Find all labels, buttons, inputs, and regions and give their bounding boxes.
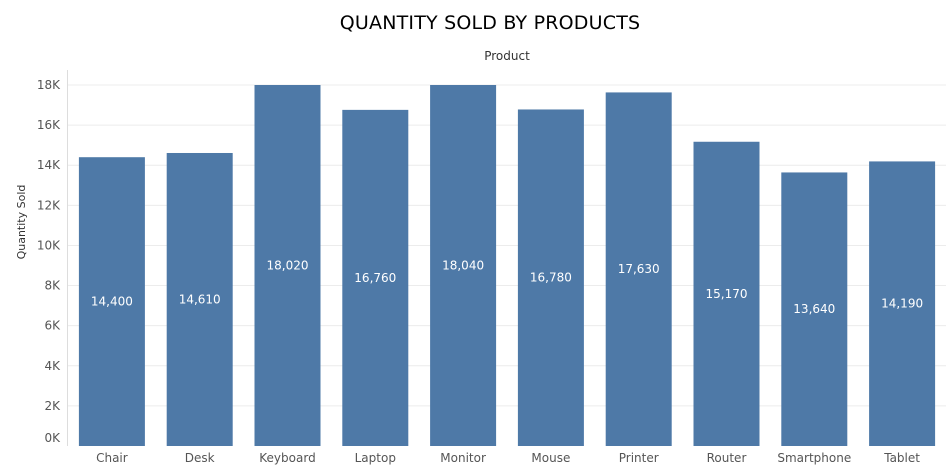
bar-mouse [517, 109, 584, 447]
x-tick-label: Laptop [355, 451, 396, 465]
x-tick-label: Keyboard [259, 451, 315, 465]
bar-desk [166, 152, 233, 446]
y-tick-label: 12K [37, 198, 61, 212]
data-label: 13,640 [793, 302, 835, 316]
data-label: 14,400 [91, 295, 133, 309]
data-label: 16,760 [354, 271, 396, 285]
y-tick-label: 10K [37, 238, 61, 252]
data-label: 18,040 [442, 259, 484, 273]
x-tick-label: Smartphone [777, 451, 851, 465]
bar-smartphone [781, 172, 848, 447]
y-tick-label: 16K [37, 118, 61, 132]
y-tick-label: 4K [44, 359, 61, 373]
data-label: 17,630 [618, 262, 660, 276]
y-tick-label: 6K [44, 319, 61, 333]
x-tick-label: Tablet [883, 451, 920, 465]
x-tick-label: Router [707, 451, 747, 465]
x-tick-label: Printer [619, 451, 659, 465]
bar-router [693, 141, 760, 447]
bar-chair [78, 157, 145, 446]
data-label: 16,780 [530, 271, 572, 285]
x-tick-label: Chair [96, 451, 128, 465]
x-tick-label: Desk [185, 451, 215, 465]
data-label: 18,020 [267, 259, 309, 273]
x-axis-header: Product [484, 49, 530, 63]
data-label: 14,190 [881, 297, 923, 311]
y-tick-label: 0K [44, 431, 61, 445]
x-tick-label: Mouse [531, 451, 570, 465]
y-tick-label: 14K [37, 158, 61, 172]
bar-keyboard [254, 85, 321, 446]
data-label: 15,170 [706, 287, 748, 301]
y-tick-label: 2K [44, 399, 61, 413]
bar-monitor [430, 85, 497, 446]
x-tick-label: Monitor [440, 451, 486, 465]
y-tick-label: 8K [44, 279, 61, 293]
data-label: 14,610 [179, 292, 221, 306]
y-tick-label: 18K [37, 78, 61, 92]
chart-title: QUANTITY SOLD BY PRODUCTS [339, 12, 641, 34]
bar-tablet [869, 161, 936, 446]
bar-laptop [342, 109, 409, 446]
bar-printer [605, 92, 672, 446]
